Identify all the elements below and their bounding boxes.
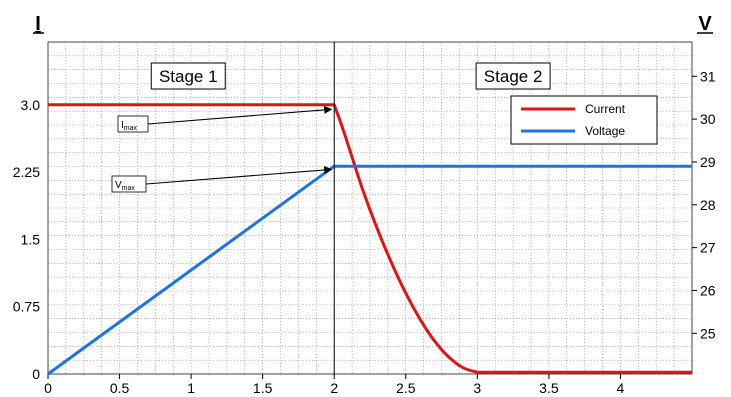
stage-box bbox=[150, 62, 226, 90]
tick-labels: 0 0.5 1 1.5 2 2.5 3 3.5 4 0 0.75 1.5 2.25 3.0 25 26 27 28… bbox=[13, 68, 716, 396]
right-tick-label: 29 bbox=[700, 154, 716, 170]
legend-entry: Voltage bbox=[585, 124, 625, 138]
legend: Current Voltage bbox=[510, 95, 658, 145]
annotation-label: Vmax bbox=[115, 180, 135, 192]
x-tick-label: 3 bbox=[473, 380, 481, 396]
legend-entry: Current bbox=[585, 102, 626, 116]
right-tick-label: 31 bbox=[700, 68, 716, 84]
x-tick-label: 4 bbox=[617, 380, 625, 396]
x-tick-label: 2 bbox=[330, 380, 338, 396]
annotation-main: V bbox=[115, 180, 122, 191]
right-axis-title: V bbox=[698, 13, 712, 35]
left-tick-label: 0.75 bbox=[13, 299, 40, 315]
annotation-arrow bbox=[145, 165, 333, 185]
annotation-label: Imax bbox=[121, 120, 138, 132]
annotation-main: I bbox=[121, 120, 124, 131]
series-line-current bbox=[48, 103, 692, 374]
x-tick-label: 2.5 bbox=[396, 380, 416, 396]
stage-label: Stage 2 bbox=[484, 67, 543, 86]
x-tick-label: 1.5 bbox=[253, 380, 273, 396]
left-axis-title: I bbox=[35, 13, 41, 35]
x-tick-label: 1 bbox=[187, 380, 195, 396]
left-tick-label: 3.0 bbox=[21, 97, 41, 113]
right-tick-label: 28 bbox=[700, 197, 716, 213]
plot-frame bbox=[47, 41, 693, 375]
left-tick-label: 0 bbox=[32, 366, 40, 382]
stage-label-layer: Stage 1 Stage 2 bbox=[150, 62, 551, 90]
plot-border bbox=[47, 41, 693, 375]
right-tick-label: 30 bbox=[700, 111, 716, 127]
right-tick-label: 26 bbox=[700, 282, 716, 298]
x-tick-label: 0.5 bbox=[110, 380, 130, 396]
left-tick-label: 2.25 bbox=[13, 164, 40, 180]
left-tick-label: 1.5 bbox=[21, 231, 41, 247]
stage-label: Stage 1 bbox=[159, 67, 218, 86]
annotation-arrow bbox=[147, 105, 333, 125]
x-tick-label: 0 bbox=[44, 380, 52, 396]
right-tick-label: 25 bbox=[700, 325, 716, 341]
annotation-sub: max bbox=[124, 125, 138, 132]
stage-box bbox=[475, 62, 551, 90]
right-tick-label: 27 bbox=[700, 240, 716, 256]
x-tick-label: 3.5 bbox=[539, 380, 559, 396]
legend-box bbox=[510, 95, 658, 145]
annotation-sub: max bbox=[122, 185, 136, 192]
